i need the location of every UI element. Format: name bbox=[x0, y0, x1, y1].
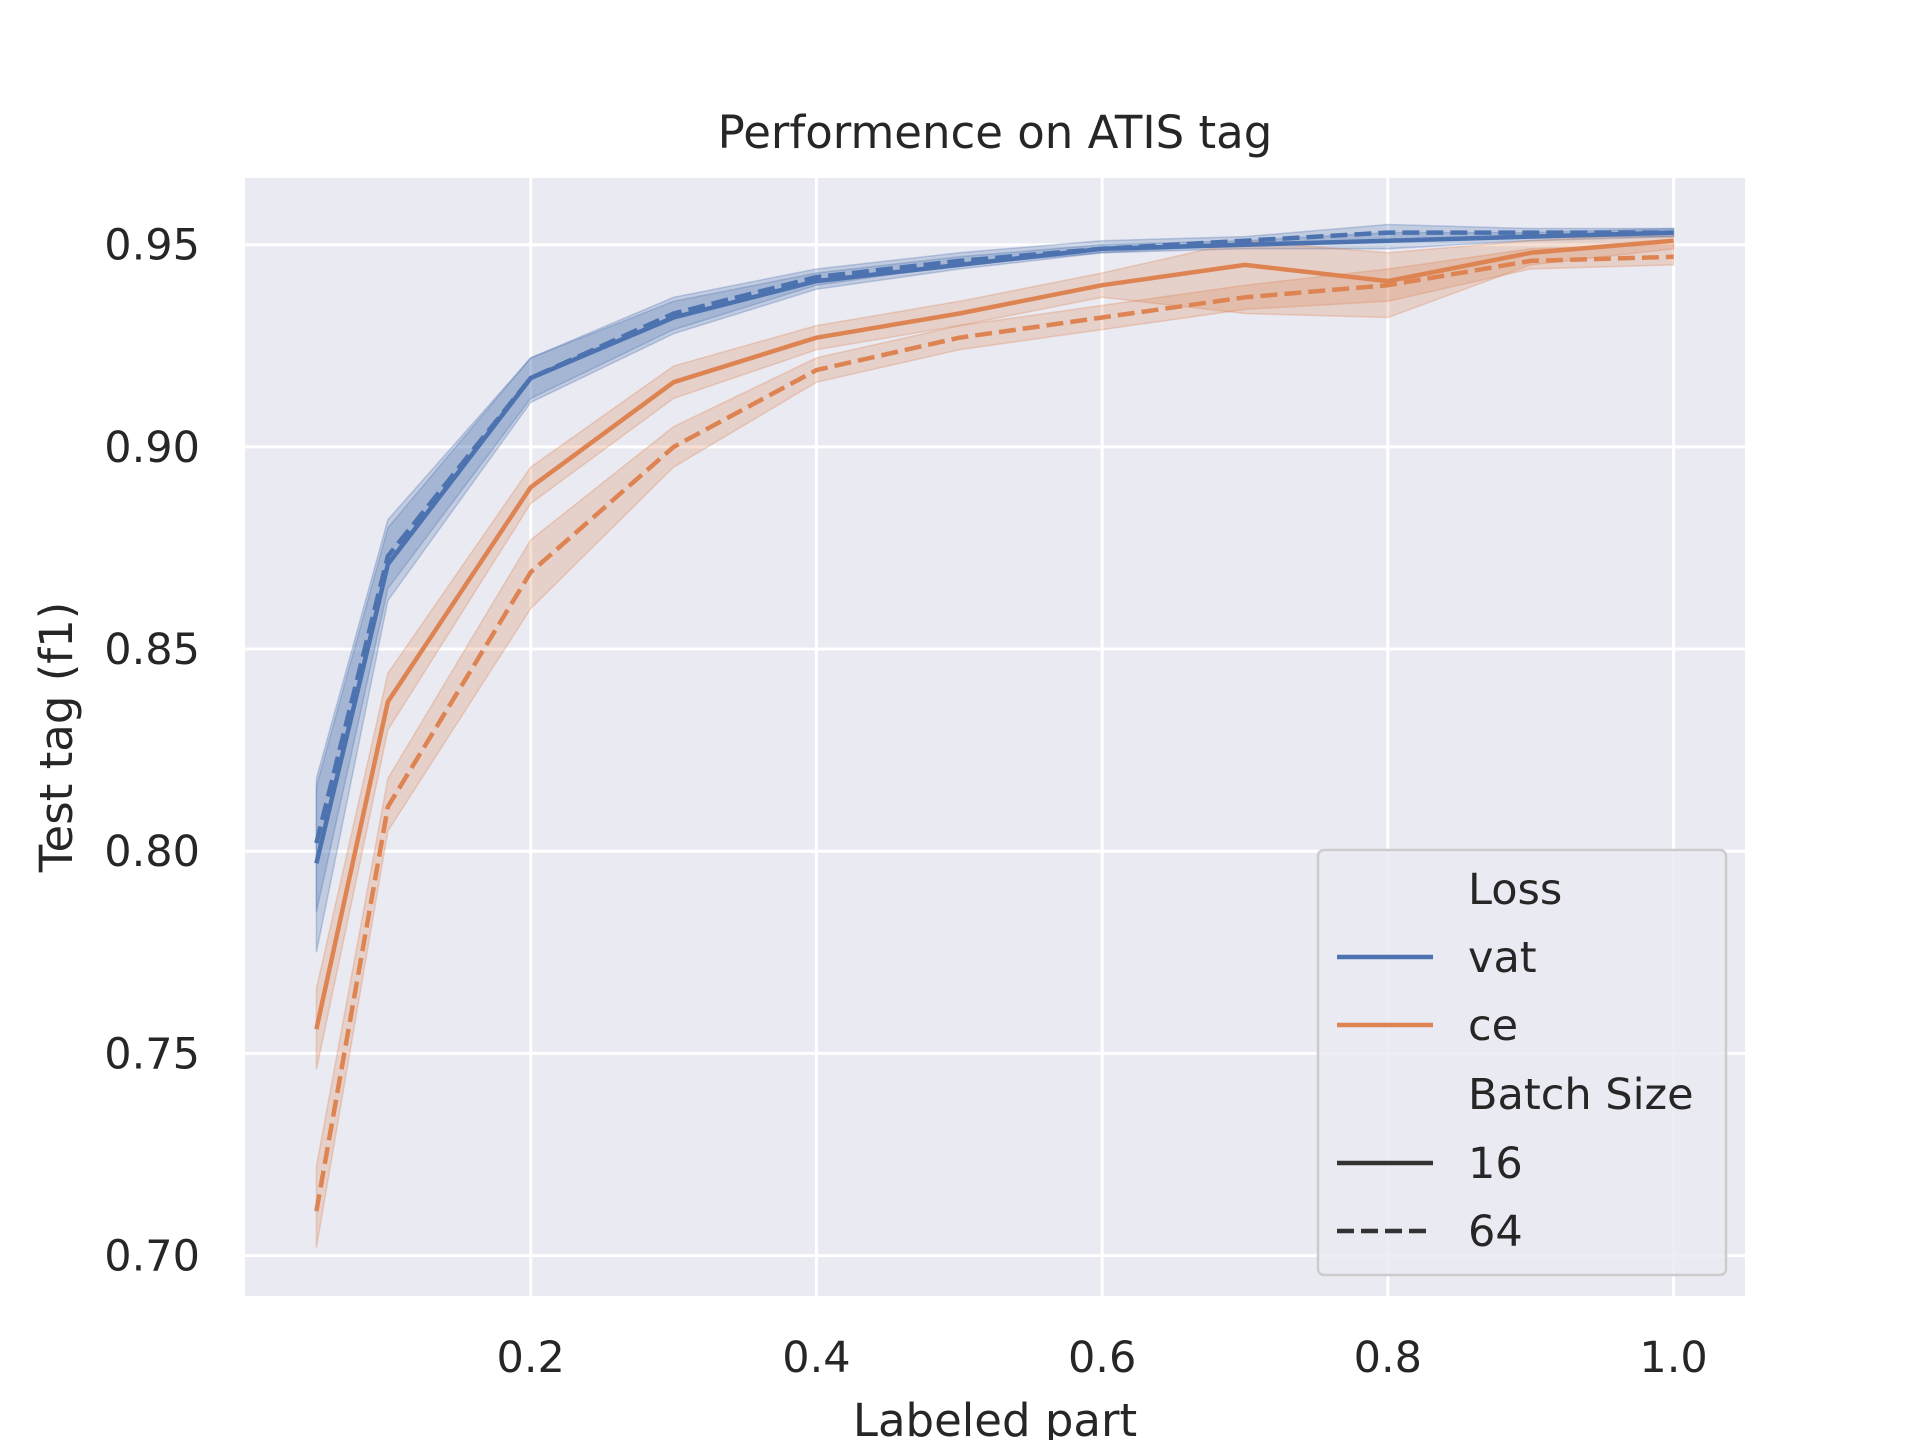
ci-band-vat-16 bbox=[315, 227, 1675, 953]
x-tick-label: 1.0 bbox=[1639, 1333, 1707, 1383]
y-tick-label: 0.75 bbox=[104, 1029, 200, 1079]
legend-label-64: 64 bbox=[1468, 1207, 1523, 1257]
y-tick-label: 0.80 bbox=[104, 827, 200, 877]
legend-header-batch-size: Batch Size bbox=[1468, 1070, 1694, 1120]
x-tick-labels: 0.2 0.4 0.6 0.8 1.0 bbox=[497, 1333, 1708, 1383]
series-line-vat-64 bbox=[314, 230, 1674, 844]
x-tick-label: 0.8 bbox=[1354, 1333, 1422, 1383]
series-line-ce-16 bbox=[314, 238, 1674, 1030]
legend: Loss vat ce Batch Size 16 64 bbox=[1316, 848, 1728, 1277]
x-tick-label: 0.6 bbox=[1068, 1333, 1136, 1383]
ci-band-ce-16 bbox=[315, 231, 1675, 1070]
y-tick-label: 0.85 bbox=[104, 625, 200, 675]
y-tick-label: 0.95 bbox=[104, 221, 200, 271]
grid bbox=[245, 178, 1745, 1296]
series-line-ce-64 bbox=[314, 254, 1674, 1212]
confidence-bands bbox=[315, 223, 1675, 1248]
legend-header-loss: Loss bbox=[1468, 865, 1562, 915]
chart-title: Performence on ATIS tag bbox=[718, 106, 1273, 159]
x-tick-label: 0.4 bbox=[782, 1333, 850, 1383]
y-tick-label: 0.70 bbox=[104, 1232, 200, 1282]
y-axis-label: Test tag (f1) bbox=[30, 602, 83, 874]
legend-label-vat: vat bbox=[1468, 933, 1537, 983]
x-axis-label: Labeled part bbox=[853, 1394, 1137, 1440]
legend-label-16: 16 bbox=[1468, 1139, 1523, 1189]
x-tick-label: 0.2 bbox=[497, 1333, 565, 1383]
series-lines bbox=[314, 230, 1674, 1212]
y-tick-label: 0.90 bbox=[104, 423, 200, 473]
y-tick-labels: 0.70 0.75 0.80 0.85 0.90 0.95 bbox=[104, 221, 200, 1282]
ci-band-vat-64 bbox=[315, 223, 1675, 913]
legend-label-ce: ce bbox=[1468, 1001, 1518, 1051]
ci-band-ce-64 bbox=[315, 243, 1675, 1248]
